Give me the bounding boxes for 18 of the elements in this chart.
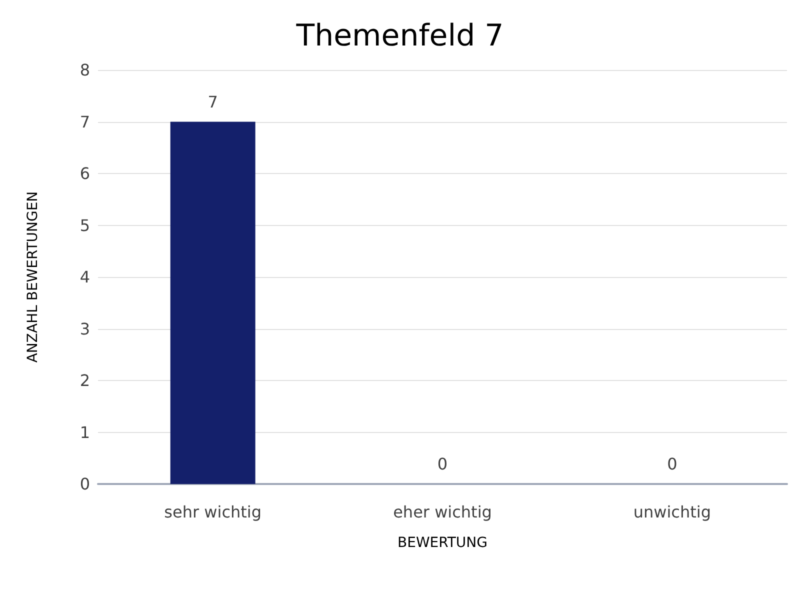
- y-tick-label: 5: [80, 216, 90, 235]
- data-label: 0: [667, 454, 678, 474]
- y-tick-label: 4: [80, 268, 90, 286]
- y-tick-label: 6: [80, 164, 90, 183]
- y-tick-label: 8: [80, 60, 90, 80]
- data-label: 7: [208, 92, 218, 112]
- y-axis-title: ANZAHL BEWERTUNGEN: [25, 191, 41, 363]
- y-tick-label: 7: [80, 112, 90, 132]
- chart-title: Themenfeld 7: [295, 18, 504, 54]
- x-tick-label: sehr wichtig: [164, 502, 262, 522]
- y-tick-label: 3: [80, 319, 90, 338]
- x-tick-label: eher wichtig: [393, 502, 492, 522]
- y-tick-label: 2: [80, 371, 90, 390]
- data-label: 0: [437, 454, 448, 474]
- y-tick-label: 0: [80, 474, 90, 494]
- x-axis-title: BEWERTUNG: [398, 535, 488, 551]
- x-tick-label: unwichtig: [633, 502, 711, 522]
- y-tick-label: 1: [80, 422, 90, 442]
